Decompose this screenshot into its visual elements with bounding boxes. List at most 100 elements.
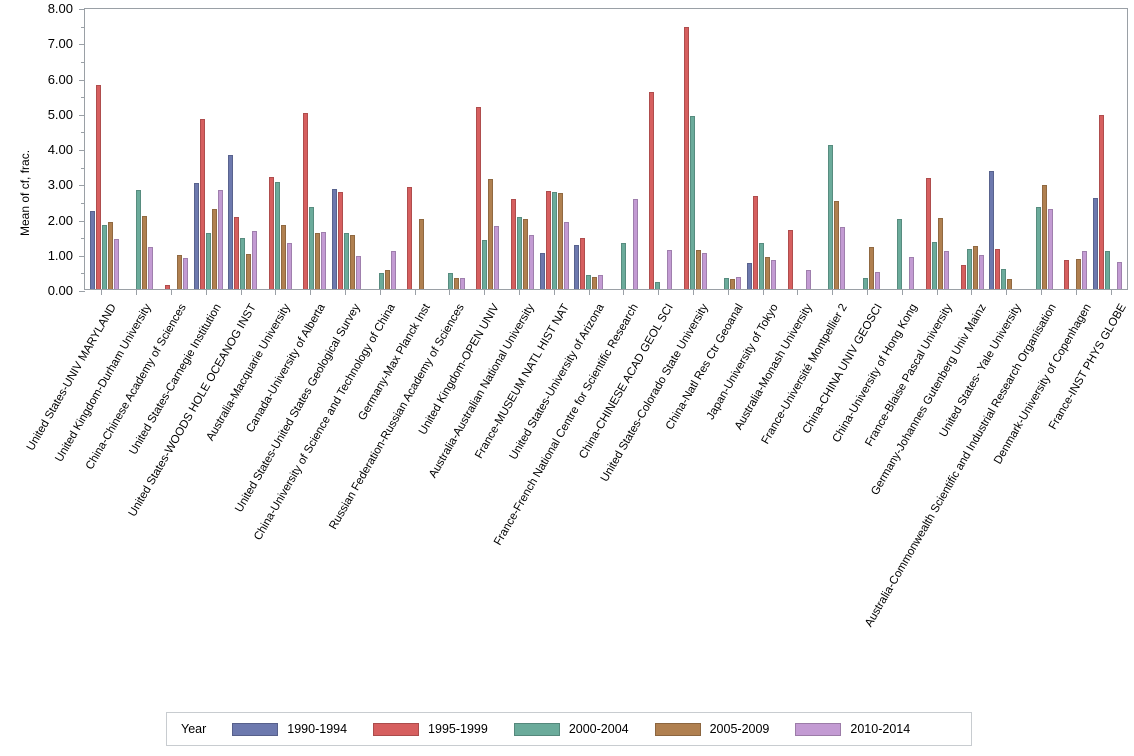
bar[interactable] xyxy=(528,235,534,289)
bar[interactable] xyxy=(574,244,580,289)
bar[interactable] xyxy=(834,200,840,289)
bar[interactable] xyxy=(101,224,107,289)
bar[interactable] xyxy=(142,216,148,289)
bar[interactable] xyxy=(280,224,286,289)
bar[interactable] xyxy=(274,182,280,289)
bar[interactable] xyxy=(1001,268,1007,289)
bar[interactable] xyxy=(407,187,413,289)
bar[interactable] xyxy=(1117,261,1123,289)
bar[interactable] xyxy=(176,254,182,289)
bar[interactable] xyxy=(349,235,355,289)
bar[interactable] xyxy=(217,189,223,289)
bar[interactable] xyxy=(989,170,995,289)
bar[interactable] xyxy=(164,285,170,289)
bar[interactable] xyxy=(972,245,978,289)
bar[interactable] xyxy=(632,199,638,289)
bar[interactable] xyxy=(551,192,557,289)
bar[interactable] xyxy=(516,217,522,289)
bar[interactable] xyxy=(286,242,292,289)
bar[interactable] xyxy=(620,243,626,289)
bar[interactable] xyxy=(246,253,252,289)
bar[interactable] xyxy=(736,277,742,289)
bar[interactable] xyxy=(765,257,771,289)
bar[interactable] xyxy=(522,219,528,289)
bar[interactable] xyxy=(199,118,205,289)
bar[interactable] xyxy=(1076,259,1082,289)
bar[interactable] xyxy=(337,191,343,289)
bar[interactable] xyxy=(753,195,759,289)
bar[interactable] xyxy=(759,243,765,289)
bar[interactable] xyxy=(926,178,932,289)
bar[interactable] xyxy=(1082,250,1088,289)
bar[interactable] xyxy=(331,188,337,289)
bar[interactable] xyxy=(95,85,101,289)
legend-item[interactable]: 2000-2004 xyxy=(513,722,629,736)
bar[interactable] xyxy=(476,106,482,289)
bar[interactable] xyxy=(1064,259,1070,289)
bar[interactable] xyxy=(683,27,689,289)
bar[interactable] xyxy=(228,155,234,289)
bar[interactable] xyxy=(730,279,736,289)
legend-item[interactable]: 1995-1999 xyxy=(373,722,488,736)
bar[interactable] xyxy=(545,191,551,289)
bar[interactable] xyxy=(355,256,361,289)
bar[interactable] xyxy=(113,238,119,289)
bar[interactable] xyxy=(689,115,695,289)
bar[interactable] xyxy=(1035,206,1041,289)
bar[interactable] xyxy=(240,237,246,289)
bar[interactable] xyxy=(1105,250,1111,289)
bar[interactable] xyxy=(494,226,500,289)
bar[interactable] xyxy=(649,92,655,289)
bar[interactable] xyxy=(1007,279,1013,289)
bar[interactable] xyxy=(828,145,834,289)
bar[interactable] xyxy=(1099,114,1105,289)
bar[interactable] xyxy=(211,208,217,289)
bar[interactable] xyxy=(978,254,984,289)
bar[interactable] xyxy=(592,276,598,289)
bar[interactable] xyxy=(563,221,569,289)
legend-item[interactable]: 1990-1994 xyxy=(232,722,347,736)
bar[interactable] xyxy=(695,249,701,289)
bar[interactable] xyxy=(539,253,545,289)
bar[interactable] xyxy=(787,229,793,289)
bar[interactable] xyxy=(747,263,753,289)
bar[interactable] xyxy=(868,247,874,289)
bar[interactable] xyxy=(182,258,188,289)
bar[interactable] xyxy=(378,273,384,289)
bar[interactable] xyxy=(944,250,950,289)
bar[interactable] xyxy=(252,230,258,289)
bar[interactable] xyxy=(995,248,1001,289)
bar[interactable] xyxy=(771,259,777,289)
bar[interactable] xyxy=(107,222,113,289)
bar[interactable] xyxy=(136,189,142,289)
bar[interactable] xyxy=(510,199,516,289)
bar[interactable] xyxy=(805,269,811,289)
bar[interactable] xyxy=(701,252,707,289)
bar[interactable] xyxy=(557,193,563,289)
bar[interactable] xyxy=(874,271,880,289)
bar[interactable] xyxy=(1093,197,1099,289)
bar[interactable] xyxy=(655,281,661,289)
bar[interactable] xyxy=(667,250,673,289)
bar[interactable] xyxy=(862,277,868,289)
bar[interactable] xyxy=(89,211,95,289)
bar[interactable] xyxy=(488,178,494,289)
bar[interactable] xyxy=(966,249,972,289)
bar[interactable] xyxy=(1047,208,1053,289)
bar[interactable] xyxy=(960,265,966,289)
bar[interactable] xyxy=(205,232,211,289)
bar[interactable] xyxy=(482,239,488,289)
bar[interactable] xyxy=(148,246,154,289)
bar[interactable] xyxy=(419,219,425,289)
legend-item[interactable]: 2005-2009 xyxy=(654,722,769,736)
bar[interactable] xyxy=(459,277,465,289)
bar[interactable] xyxy=(193,182,199,289)
bar[interactable] xyxy=(724,277,730,289)
bar[interactable] xyxy=(586,274,592,289)
bar[interactable] xyxy=(343,232,349,289)
bar[interactable] xyxy=(303,112,309,289)
bar[interactable] xyxy=(897,219,903,289)
bar[interactable] xyxy=(390,250,396,289)
bar[interactable] xyxy=(309,206,315,289)
bar[interactable] xyxy=(234,216,240,289)
